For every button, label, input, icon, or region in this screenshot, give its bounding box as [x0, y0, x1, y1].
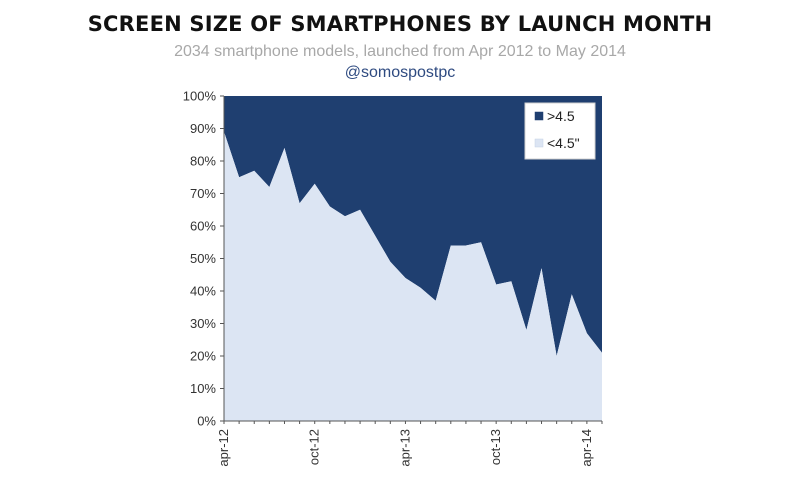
y-tick-label: 10% — [190, 381, 216, 396]
y-tick-label: 30% — [190, 316, 216, 331]
x-tick-label: apr-12 — [216, 429, 231, 467]
y-tick-label: 20% — [190, 349, 216, 364]
y-axis: 0% 10% 20% 30% 40% 50% 60% 70% 80% 90% 100% — [183, 89, 225, 429]
legend-label: <4.5" — [547, 135, 580, 151]
x-tick-label: apr-13 — [397, 429, 412, 467]
plot-area — [224, 96, 602, 421]
y-tick-label: 50% — [190, 251, 216, 266]
y-tick-label: 40% — [190, 284, 216, 299]
area-series-lt-4-5 — [224, 131, 602, 421]
x-axis: apr-12 oct-12 apr-13 oct-13 apr-14 — [216, 420, 603, 467]
legend: >4.5 <4.5" — [524, 102, 596, 160]
chart-title: SCREEN SIZE OF SMARTPHONES BY LAUNCH MON… — [87, 12, 713, 36]
legend-swatch — [534, 111, 544, 121]
y-tick-label: 70% — [190, 186, 216, 201]
area-series-gt-4-5 — [224, 96, 602, 356]
y-tick-label: 100% — [183, 89, 217, 104]
y-tick-label: 90% — [190, 121, 216, 136]
y-tick-label: 60% — [190, 219, 216, 234]
x-tick-label: oct-13 — [488, 429, 503, 465]
x-tick-label: oct-12 — [307, 429, 322, 465]
x-tick-label: apr-14 — [579, 429, 594, 467]
twitter-handle: @somospostpc — [344, 64, 456, 81]
legend-label: >4.5 — [547, 108, 575, 124]
y-tick-label: 0% — [197, 414, 216, 429]
chart-subtitle: 2034 smartphone models, launched from Ap… — [174, 43, 626, 60]
y-tick-label: 80% — [190, 154, 216, 169]
legend-swatch — [534, 138, 544, 148]
